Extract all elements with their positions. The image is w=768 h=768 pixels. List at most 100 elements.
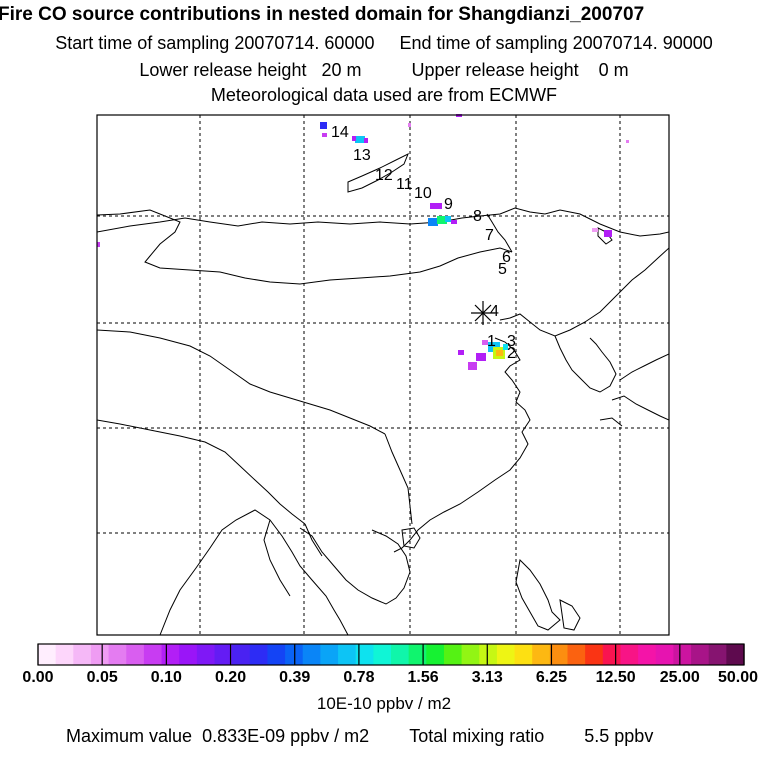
colorbar-swatch [55,644,74,665]
release-heights: Lower release height 20 m Upper release … [0,60,768,81]
colorbar-tick-label: 0.20 [214,669,247,686]
total-label: Total mixing ratio [409,726,545,746]
colorbar-tick-label: 0.05 [86,669,118,686]
colorbar [37,644,745,665]
japan-coast [599,353,669,427]
colorbar-swatch [461,644,480,665]
coastline [515,558,561,631]
colorbar-swatch [726,644,745,665]
colorbar-swatch [143,644,163,665]
colorbar-swatch [338,644,357,665]
coastline [97,207,669,237]
fire-patch [626,140,629,143]
trajectory-label-7: 7 [485,227,494,244]
colorbar-swatch [108,644,127,665]
colorbar-swatch [638,644,657,665]
colorbar-swatch [320,644,339,665]
upper-label: Upper release height [411,60,579,80]
colorbar-swatch [249,644,269,665]
fire-patch [430,203,442,209]
colorbar-tick-label: 0.10 [150,669,182,686]
lower-value: 20 m [321,60,362,80]
fire-patch [604,230,612,237]
colorbar-swatch [567,644,586,665]
fire-patch [445,216,451,222]
colorbar-swatch [426,644,445,665]
colorbar-tick-label: 6.25 [535,669,568,686]
start-label: Start time of sampling [55,33,230,53]
colorbar-swatch [408,644,427,665]
start-value: 20070714. 60000 [234,33,375,53]
colorbar-swatch [691,644,710,665]
border-line [97,209,513,285]
colorbar-swatch [549,644,569,665]
upper-value: 0 m [598,60,629,80]
trajectory-label-14: 14 [331,124,349,141]
colorbar-swatch [391,644,410,665]
border-line [97,329,386,435]
lake [347,152,409,193]
sampling-times: Start time of sampling 20070714. 60000 E… [0,33,768,54]
trajectory-label-12: 12 [375,167,393,184]
fire-patch [352,136,356,141]
trajectory-label-5: 5 [498,261,507,278]
colorbar-swatch [302,644,321,665]
trajectory-label-6: 6 [502,249,511,266]
summary-line: Maximum value 0.833E-09 ppbv / m2 Total … [66,726,653,747]
colorbar-swatch [443,644,463,665]
receptor-site-star [471,301,495,325]
colorbar-tick-label: 0.78 [343,669,375,686]
border-line [384,433,413,525]
met-data-note: Meteorological data used are from ECMWF [210,85,558,105]
coastline [159,509,349,635]
max-label: Maximum value [66,726,193,746]
colorbar-swatch [620,644,639,665]
colorbar-tick-label: 0.39 [279,669,311,686]
border-line [486,213,513,253]
fire-patch [482,340,488,345]
colorbar-swatch [373,644,392,665]
fire-patch [322,133,327,137]
colorbar-swatch [73,644,92,665]
korea-coast [554,335,617,393]
colorbar-tick-label: 1.56 [407,669,439,686]
colorbar-swatch [232,644,251,665]
lower-label: Lower release height [139,60,307,80]
fire-patch [437,216,447,224]
fire-patch [496,350,503,356]
coastline [499,247,669,337]
trajectory-label-11: 11 [396,176,413,193]
map-frame [96,114,670,636]
border-line [263,519,323,597]
fire-patch [451,220,457,224]
fire-patch [592,228,598,232]
colorbar-tick-label: 50.00 [717,669,759,686]
trajectory-label-1: 1 [487,333,496,350]
coastline [559,599,581,631]
colorbar-tick-label: 12.50 [595,669,636,686]
fire-patch [355,136,365,143]
trajectory-labels: 1 2 3 4 5 6 7 8 9 10 11 12 13 14 [331,124,516,362]
fire-patch [428,218,438,226]
colorbar-swatch [532,644,551,665]
colorbar-swatch [90,644,110,665]
fire-patch [476,353,486,361]
colorbar-swatch [214,644,233,665]
colorbar-swatch [514,644,533,665]
fire-patch [364,138,368,143]
coastline [393,337,531,553]
colorbar-swatch [38,644,57,665]
border-line [97,419,306,525]
colorbar-frame [37,643,745,666]
trajectory-label-8: 8 [473,208,482,225]
colorbar-swatch [585,644,604,665]
colorbar-swatch [496,644,516,665]
colorbar-swatch [708,644,727,665]
map-title: Fire CO source contributions in nested d… [0,4,645,25]
trajectory-label-9: 9 [444,196,453,213]
colorbar-swatch [161,644,180,665]
fire-patch [320,122,327,129]
end-value: 20070714. 90000 [572,33,713,53]
colorbar-swatch [267,644,286,665]
